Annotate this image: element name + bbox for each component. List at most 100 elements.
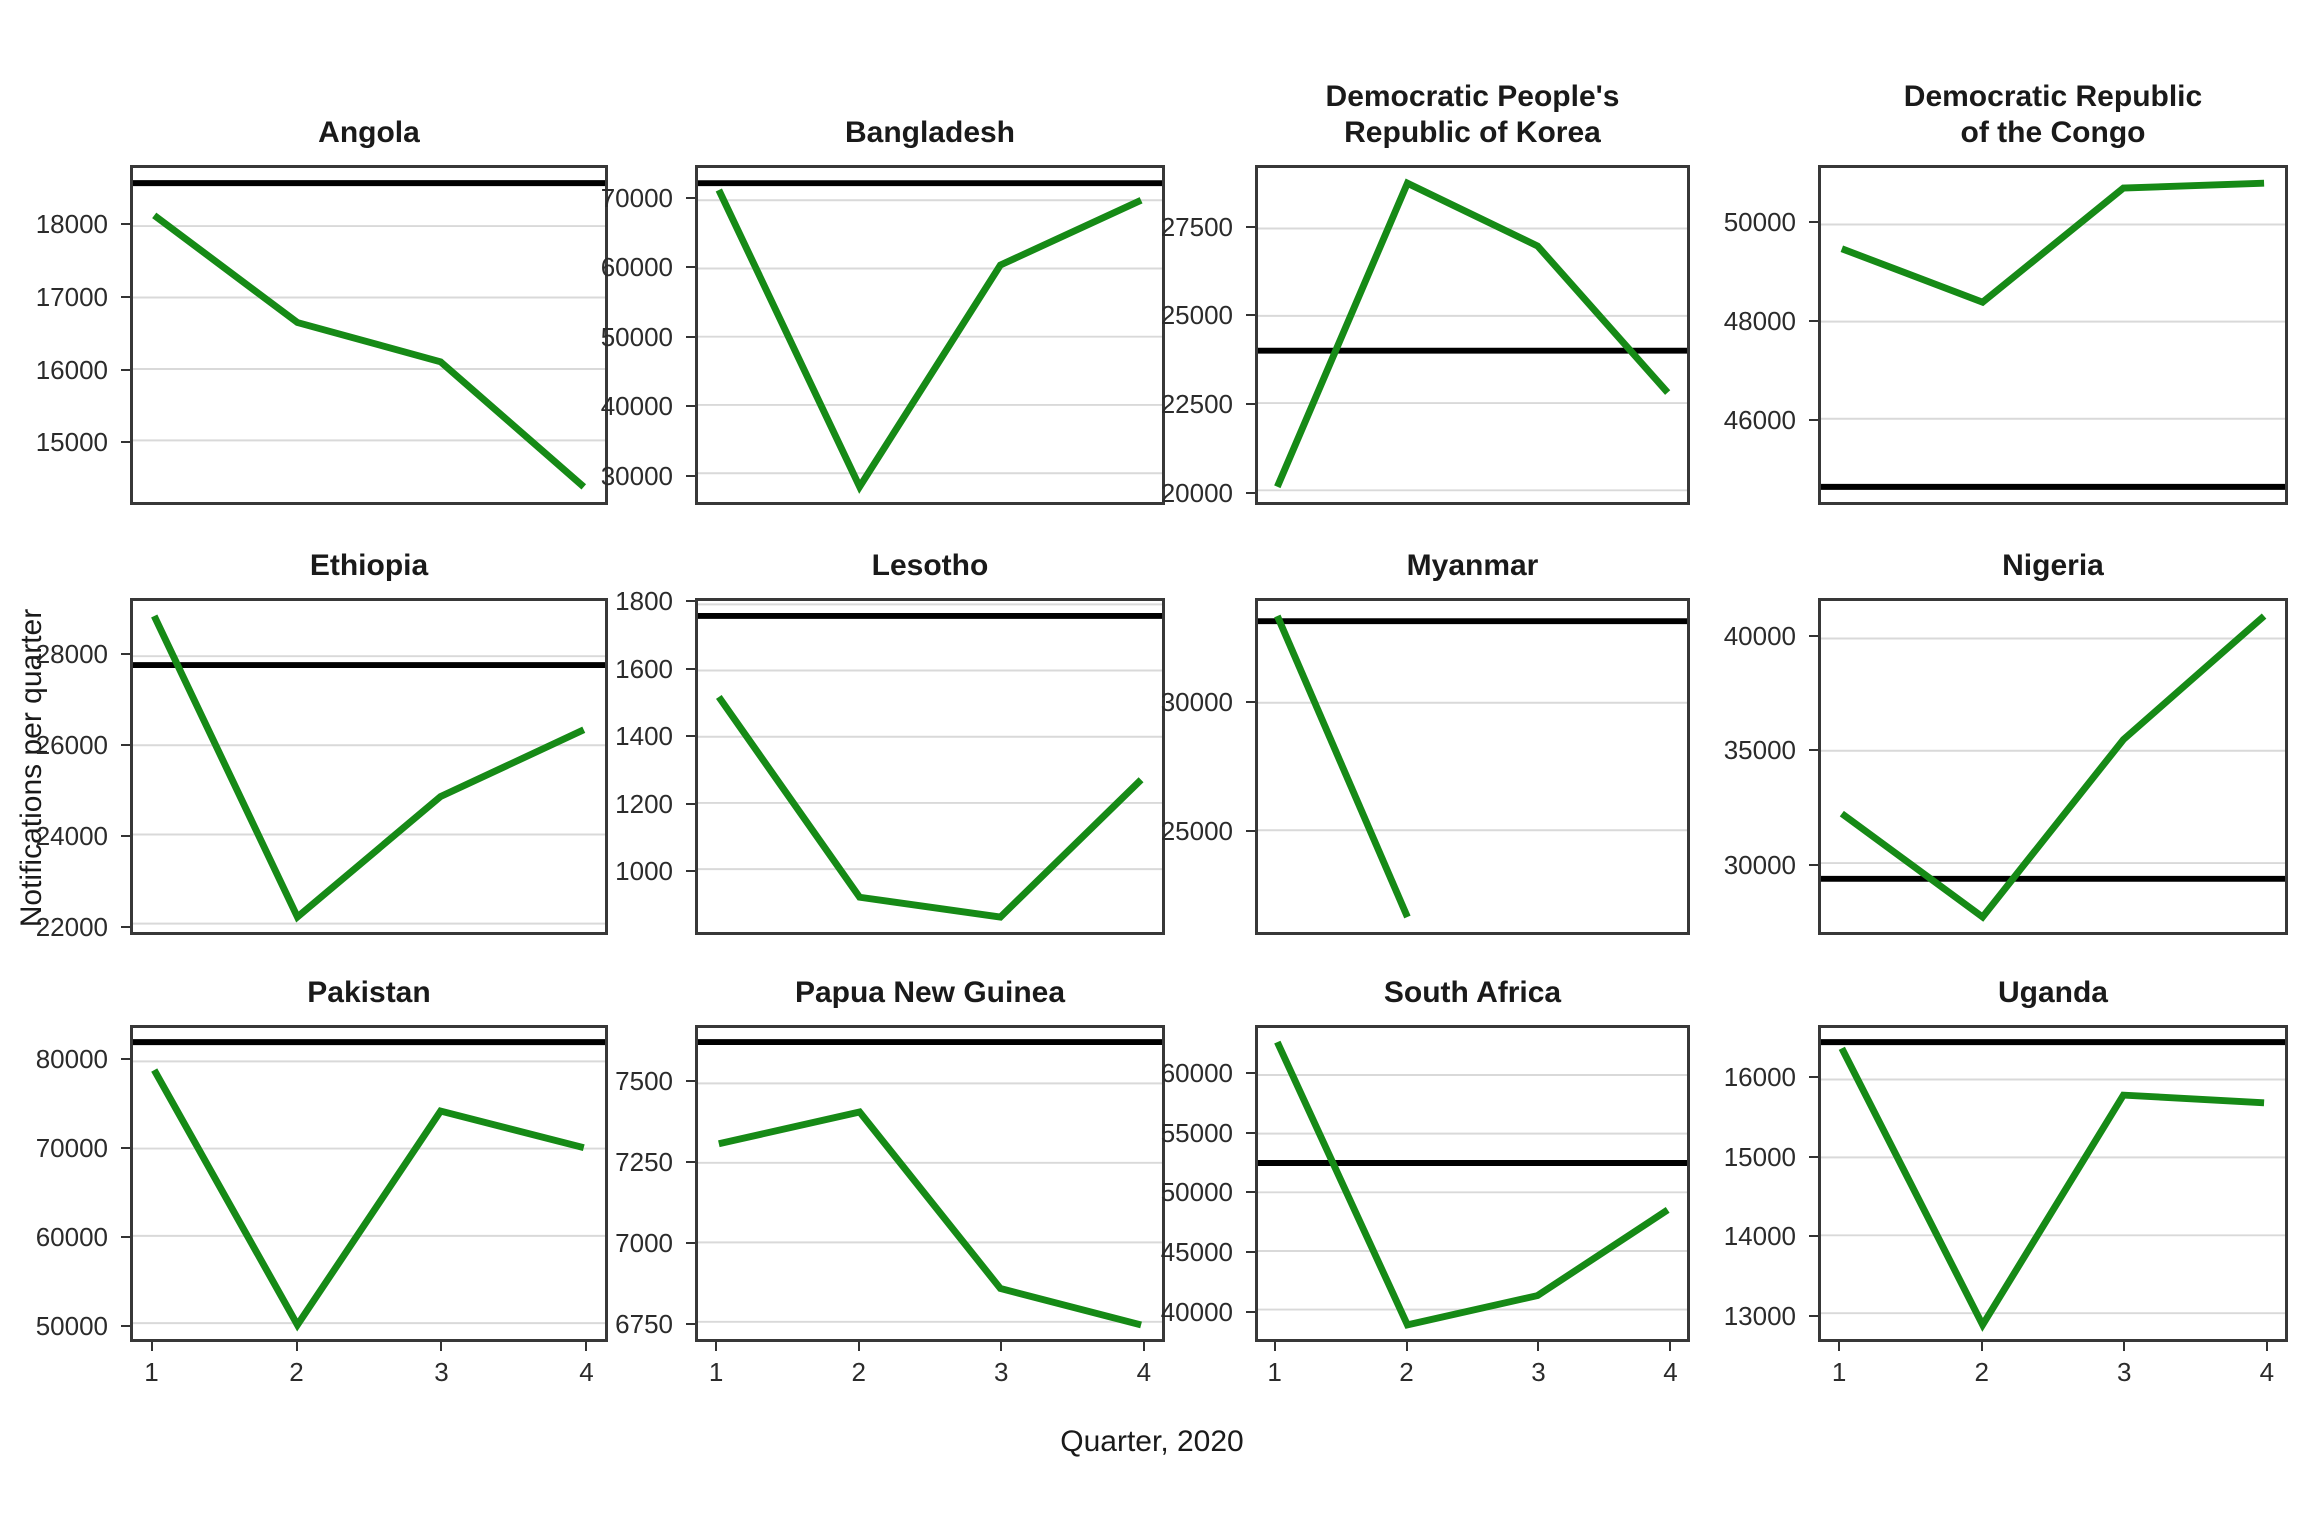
y-tick-mark — [686, 196, 695, 199]
plot-area — [130, 1025, 608, 1342]
y-tick-label: 40000 — [1160, 1297, 1233, 1328]
y-tick-mark — [1246, 1251, 1255, 1254]
x-tick-label: 2 — [289, 1357, 304, 1387]
x-tick-label: 2 — [851, 1357, 866, 1387]
plot-svg — [698, 603, 1162, 921]
plot-svg — [1258, 1040, 1687, 1329]
plot-area — [695, 1025, 1165, 1342]
y-tick-label: 55000 — [1160, 1117, 1233, 1148]
x-tick-mark — [150, 1342, 153, 1351]
y-tick-mark — [121, 441, 130, 444]
facet-title-line: Papua New Guinea — [794, 976, 1066, 1009]
x-tick-mark — [440, 1342, 443, 1351]
series-line — [151, 1068, 585, 1332]
y-tick-mark — [121, 223, 130, 226]
plot-area — [695, 165, 1165, 505]
y-tick-mark — [121, 653, 130, 656]
y-tick-mark — [1809, 419, 1818, 422]
y-tick-label: 60000 — [600, 252, 673, 283]
facet-title: Lesotho — [695, 506, 1165, 584]
y-tick-mark — [121, 743, 130, 746]
y-tick-label: 1000 — [615, 855, 673, 886]
plot-area — [1818, 598, 2288, 935]
plot-area — [1818, 165, 2288, 505]
y-tick-mark — [1809, 749, 1818, 752]
x-tick-mark — [1000, 1342, 1003, 1351]
x-tick-mark — [2123, 1342, 2126, 1351]
facet-title: Pakistan — [130, 933, 608, 1011]
y-tick-mark — [686, 667, 695, 670]
facet-title-line: Lesotho — [871, 549, 989, 582]
x-tick-mark — [585, 1342, 588, 1351]
y-tick-label: 15000 — [1723, 1141, 1796, 1172]
y-tick-mark — [1246, 830, 1255, 833]
y-tick-mark — [121, 295, 130, 298]
facet-title: Democratic Republic of the Congo — [1818, 73, 2288, 151]
y-tick-mark — [686, 1242, 695, 1245]
y-tick-label: 7500 — [615, 1066, 673, 1097]
y-tick-mark — [686, 474, 695, 477]
y-tick-mark — [686, 405, 695, 408]
x-tick-mark — [1980, 1342, 1983, 1351]
y-tick-label: 70000 — [35, 1132, 108, 1163]
facet-title: Papua New Guinea — [695, 933, 1165, 1011]
y-tick-mark — [686, 1161, 695, 1164]
x-tick-label: 3 — [2117, 1357, 2132, 1387]
x-tick-label: 4 — [1663, 1357, 1678, 1387]
x-tick-label: 3 — [1531, 1357, 1546, 1387]
x-tick-mark — [2265, 1342, 2268, 1351]
x-tick-label: 4 — [1136, 1357, 1152, 1387]
plot-area — [1818, 1025, 2288, 1342]
y-tick-label: 46000 — [1723, 405, 1796, 436]
plot-area — [695, 598, 1165, 935]
facet-title-line: Myanmar — [1406, 549, 1539, 582]
plot-svg — [133, 1039, 605, 1332]
facet-title-line: Democratic People's — [1325, 80, 1620, 113]
x-tick-mark — [1838, 1342, 1841, 1351]
y-tick-label: 70000 — [600, 182, 673, 213]
y-tick-label: 22500 — [1160, 389, 1233, 420]
y-tick-label: 48000 — [1723, 306, 1796, 337]
y-tick-mark — [121, 1235, 130, 1238]
series-line — [151, 614, 586, 923]
x-axis-label: Quarter, 2020 — [1060, 1425, 1244, 1458]
y-tick-mark — [686, 1080, 695, 1083]
y-tick-label: 30000 — [1160, 686, 1233, 717]
y-tick-mark — [1246, 1071, 1255, 1074]
x-tick-label: 1 — [708, 1357, 724, 1387]
plot-area — [1255, 598, 1690, 935]
y-tick-label: 13000 — [1723, 1300, 1796, 1331]
plot-area — [1255, 165, 1690, 505]
series-line — [1840, 179, 2265, 307]
y-tick-label: 17000 — [35, 281, 108, 312]
y-tick-label: 16000 — [1723, 1062, 1796, 1093]
y-tick-mark — [686, 1323, 695, 1326]
y-tick-label: 7000 — [615, 1228, 673, 1259]
y-axis-label: Notifications per quarter — [15, 608, 48, 928]
facet-title-line: South Africa — [1383, 976, 1562, 1009]
x-tick-label: 2 — [1974, 1357, 1989, 1387]
y-tick-label: 14000 — [1723, 1221, 1796, 1252]
y-tick-label: 7250 — [615, 1147, 673, 1178]
facet-title: Democratic People's Republic of Korea — [1255, 73, 1690, 151]
y-tick-label: 20000 — [1160, 478, 1233, 509]
y-tick-label: 45000 — [1160, 1237, 1233, 1268]
facet-title-line: of the Congo — [1960, 116, 2146, 149]
x-tick-label: 2 — [1399, 1357, 1414, 1387]
series-line — [718, 1108, 1142, 1329]
y-tick-mark — [1809, 1314, 1818, 1317]
y-tick-mark — [1246, 225, 1255, 228]
facet-title-line: Democratic Republic — [1903, 80, 2203, 113]
x-tick-label: 4 — [2259, 1357, 2275, 1387]
y-tick-mark — [1809, 863, 1818, 866]
facet-title: South Africa — [1255, 933, 1690, 1011]
y-tick-mark — [1246, 314, 1255, 317]
series-line — [1838, 1046, 2265, 1332]
series-line — [152, 212, 587, 490]
x-tick-label: 1 — [1831, 1357, 1847, 1387]
plot-svg — [1821, 179, 2285, 490]
plot-svg — [133, 614, 605, 925]
plot-area — [130, 598, 608, 935]
y-tick-label: 15000 — [35, 427, 108, 458]
